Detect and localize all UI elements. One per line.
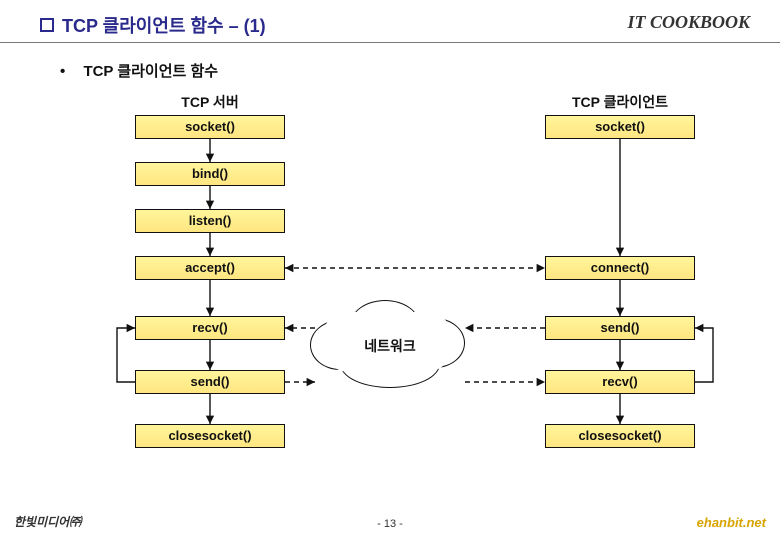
client-column-label: TCP 클라이언트 (545, 92, 695, 112)
brand-label: IT COOKBOOK (627, 12, 750, 33)
slide-title: TCP 클라이언트 함수 – (1) (40, 12, 266, 38)
footer-page-number: - 13 - (0, 518, 780, 530)
footer-url: ehanbit.net (697, 515, 766, 530)
server-fn-5: send() (135, 370, 285, 394)
server-fn-0: socket() (135, 115, 285, 139)
client-fn-4: closesocket() (545, 424, 695, 448)
server-fn-4: recv() (135, 316, 285, 340)
client-fn-3: recv() (545, 370, 695, 394)
server-fn-3: accept() (135, 256, 285, 280)
section-subtitle: • TCP 클라이언트 함수 (60, 60, 218, 81)
server-fn-2: listen() (135, 209, 285, 233)
title-underline (0, 42, 780, 43)
network-cloud: 네트워크 (310, 300, 470, 390)
slide-title-text: TCP 클라이언트 함수 – (1) (62, 12, 266, 38)
client-fn-0: socket() (545, 115, 695, 139)
client-fn-2: send() (545, 316, 695, 340)
server-column-label: TCP 서버 (135, 92, 285, 112)
client-fn-1: connect() (545, 256, 695, 280)
server-fn-1: bind() (135, 162, 285, 186)
server-fn-6: closesocket() (135, 424, 285, 448)
bullet-icon (40, 18, 54, 32)
network-label: 네트워크 (310, 336, 470, 356)
section-subtitle-text: TCP 클라이언트 함수 (83, 63, 218, 80)
bullet-dot-icon: • (60, 63, 65, 80)
